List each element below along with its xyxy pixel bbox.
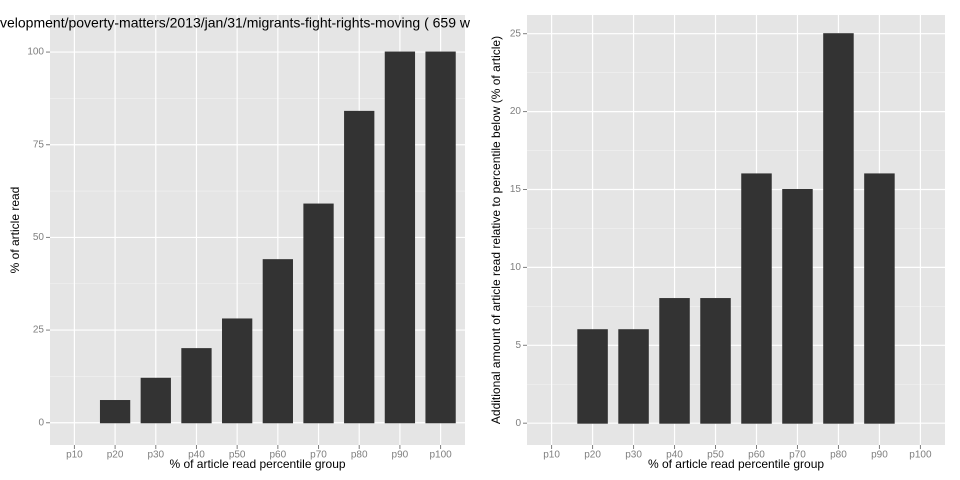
- x-tick-label: p80: [830, 450, 847, 461]
- chart-title: velopment/poverty-matters/2013/jan/31/mi…: [0, 15, 471, 31]
- y-tick-label: 100: [27, 47, 44, 58]
- y-tick-label: 20: [510, 106, 522, 117]
- x-tick-label: p30: [625, 450, 642, 461]
- bar: [659, 298, 690, 424]
- x-axis-label: % of article read percentile group: [648, 457, 824, 471]
- bar: [864, 173, 895, 424]
- y-tick-label: 5: [515, 340, 521, 351]
- y-tick-label: 10: [510, 262, 522, 273]
- y-tick-label: 25: [33, 325, 45, 336]
- x-tick-label: p60: [269, 450, 286, 461]
- y-tick-label: 0: [38, 417, 44, 428]
- bar: [181, 348, 212, 424]
- y-tick-label: 50: [33, 232, 45, 243]
- bar: [99, 400, 131, 424]
- y-tick-label: 25: [510, 28, 522, 39]
- bar: [741, 173, 772, 424]
- bar: [700, 298, 731, 424]
- x-tick-label: p80: [351, 450, 368, 461]
- bar: [618, 329, 649, 424]
- bar: [823, 33, 854, 424]
- x-tick-label: p20: [107, 450, 124, 461]
- x-tick-label: p10: [66, 450, 83, 461]
- x-tick-label: p20: [584, 450, 601, 461]
- y-tick-label: 0: [515, 418, 521, 429]
- bar: [262, 259, 293, 424]
- x-tick-label: p50: [229, 450, 246, 461]
- bar: [425, 51, 456, 424]
- x-tick-label: p30: [147, 450, 164, 461]
- bar: [782, 188, 813, 424]
- x-tick-label: p40: [188, 450, 205, 461]
- y-axis-label: % of article read: [8, 187, 22, 274]
- bar: [222, 318, 253, 424]
- y-axis-label: Additional amount of article read relati…: [489, 36, 503, 424]
- y-tick-label: 75: [33, 139, 45, 150]
- bar: [140, 377, 171, 424]
- x-tick-label: p40: [666, 450, 683, 461]
- x-tick-label: p70: [310, 450, 327, 461]
- bar: [303, 203, 334, 424]
- bar: [577, 329, 608, 424]
- x-tick-label: p90: [392, 450, 409, 461]
- x-tick-label: p70: [789, 450, 806, 461]
- x-tick-label: p90: [871, 450, 888, 461]
- x-tick-label: p100: [429, 450, 452, 461]
- bar: [384, 51, 416, 424]
- x-tick-label: p60: [748, 450, 765, 461]
- x-axis-label: % of article read percentile group: [169, 457, 345, 471]
- x-tick-label: p50: [707, 450, 724, 461]
- bar: [344, 110, 375, 424]
- y-tick-label: 15: [510, 184, 522, 195]
- x-tick-label: p10: [543, 450, 560, 461]
- x-tick-label: p100: [909, 450, 932, 461]
